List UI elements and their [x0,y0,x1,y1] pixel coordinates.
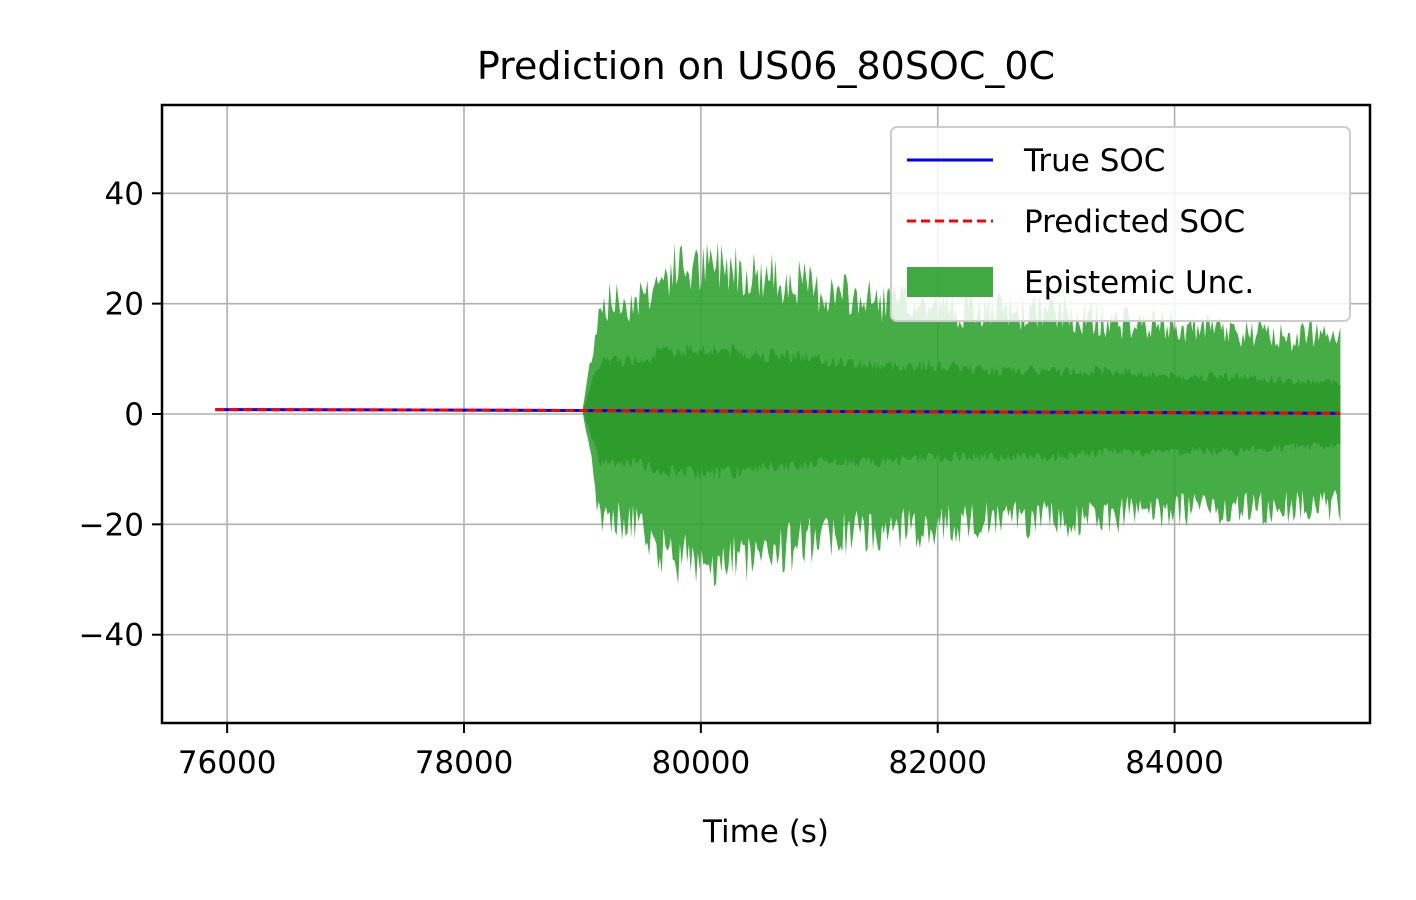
x-tick-label: 78000 [415,745,514,781]
chart-title: Prediction on US06_80SOC_0C [477,44,1055,88]
legend-box [890,126,1351,322]
y-tick-label: −40 [79,618,144,654]
x-tick-label: 76000 [178,745,277,781]
legend-swatch-epistemic-unc [907,267,993,297]
legend-label-true-soc: True SOC [1023,143,1165,179]
x-axis-label: Time (s) [702,814,829,850]
y-tick-label: −20 [79,507,144,543]
y-axis: 40 20 0 −20 −40 [79,176,162,654]
y-tick-label: 20 [105,287,144,323]
y-tick-label: 0 [124,397,144,433]
legend: True SOC Predicted SOC Epistemic Unc. [890,126,1351,322]
legend-label-predicted-soc: Predicted SOC [1024,204,1245,240]
series-predicted-soc [215,408,1341,415]
x-tick-label: 80000 [652,745,751,781]
x-tick-label: 82000 [888,745,987,781]
legend-label-epistemic-unc: Epistemic Unc. [1024,265,1254,301]
x-axis: 76000 78000 80000 82000 84000 [178,723,1224,781]
x-tick-label: 84000 [1125,745,1224,781]
y-tick-label: 40 [105,176,144,212]
series-lines [215,408,1341,415]
